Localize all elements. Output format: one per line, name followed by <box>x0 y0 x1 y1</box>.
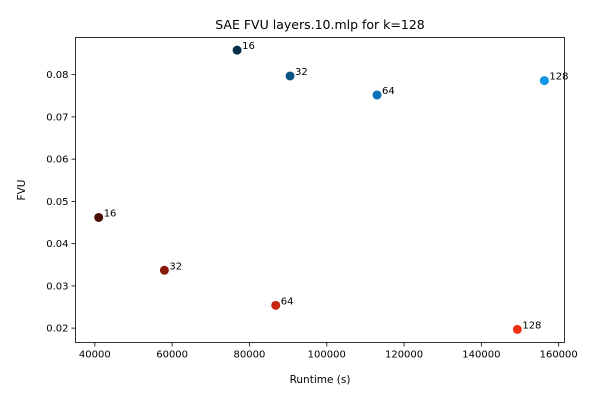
x-axis-label: Runtime (s) <box>290 374 351 386</box>
data-point <box>512 324 522 334</box>
data-point <box>159 265 169 275</box>
point-label: 128 <box>549 72 568 83</box>
data-point <box>372 90 382 100</box>
x-tick-label: 160000 <box>540 350 578 361</box>
x-tick-label: 80000 <box>234 350 266 361</box>
point-label: 32 <box>169 261 182 272</box>
data-point <box>539 76 549 86</box>
y-tick-label: 0.02 <box>46 324 68 335</box>
data-point <box>271 300 281 310</box>
plot-area <box>75 37 565 343</box>
y-tick-label: 0.05 <box>46 197 68 208</box>
y-tick-label: 0.04 <box>46 239 68 250</box>
point-label: 128 <box>522 320 541 331</box>
point-label: 64 <box>281 296 294 307</box>
point-label: 32 <box>295 67 308 78</box>
data-point <box>232 45 242 55</box>
point-label: 16 <box>104 208 117 219</box>
x-tick-label: 40000 <box>79 350 111 361</box>
point-label: 64 <box>382 86 395 97</box>
x-tick-label: 140000 <box>462 350 500 361</box>
x-tick-label: 120000 <box>385 350 423 361</box>
y-tick-label: 0.07 <box>46 112 68 123</box>
data-point <box>285 71 295 81</box>
y-tick-label: 0.03 <box>46 281 68 292</box>
data-point <box>94 212 104 222</box>
x-tick-label: 60000 <box>156 350 188 361</box>
y-axis-label: FVU <box>16 180 28 201</box>
chart-title: SAE FVU layers.10.mlp for k=128 <box>215 17 425 32</box>
y-tick-label: 0.08 <box>46 70 68 81</box>
x-tick-label: 100000 <box>308 350 346 361</box>
point-label: 16 <box>242 41 255 52</box>
y-tick-label: 0.06 <box>46 155 68 166</box>
